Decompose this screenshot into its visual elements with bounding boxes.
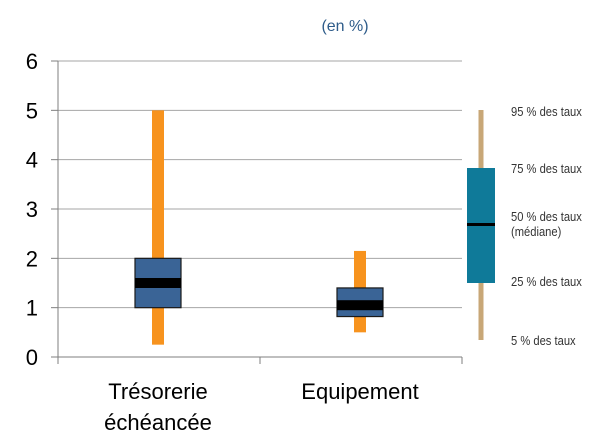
x-tick-label-line: Trésorerie [108, 379, 208, 404]
x-tick-label: Equipement [260, 376, 460, 407]
legend-entry-p50: 50 % des taux (médiane) [511, 209, 582, 239]
legend-entry-text: 5 % des taux [511, 333, 576, 348]
median-bar [135, 278, 181, 288]
y-tick-label: 3 [26, 197, 38, 222]
y-tick-label: 2 [26, 246, 38, 271]
median-bar [337, 300, 383, 311]
legend-median [467, 223, 495, 226]
legend-entry-subtext: (médiane) [511, 224, 562, 239]
legend-entry-p25: 25 % des taux [511, 274, 582, 289]
legend-entry-p5: 5 % des taux [511, 333, 576, 348]
y-tick-label: 0 [26, 345, 38, 370]
legend-entry-text: 25 % des taux [511, 274, 582, 289]
y-tick-label: 5 [26, 98, 38, 123]
x-tick-label-line: échéancée [104, 410, 212, 435]
box-series [134, 110, 384, 345]
x-tick-label: Trésorerie échéancée [58, 376, 258, 438]
legend-entry-p95: 95 % des taux [511, 104, 582, 119]
y-tick-label: 1 [26, 296, 38, 321]
box-1 [134, 110, 182, 345]
box-2 [336, 250, 384, 333]
y-tick-label: 6 [26, 49, 38, 74]
legend-graphic [467, 110, 495, 340]
gridlines [51, 60, 463, 364]
y-tick-label: 4 [26, 148, 38, 173]
whisker-range [152, 110, 164, 345]
unit-label: (en %) [321, 18, 369, 35]
legend-entry-text: 95 % des taux [511, 104, 582, 119]
legend-entry-text: 50 % des taux [511, 209, 582, 224]
y-axis-ticks: 0 1 2 3 4 5 6 [26, 49, 38, 370]
x-tick-label-line: Equipement [301, 379, 419, 404]
legend-entry-text: 75 % des taux [511, 161, 582, 176]
legend-entry-p75: 75 % des taux [511, 161, 582, 176]
